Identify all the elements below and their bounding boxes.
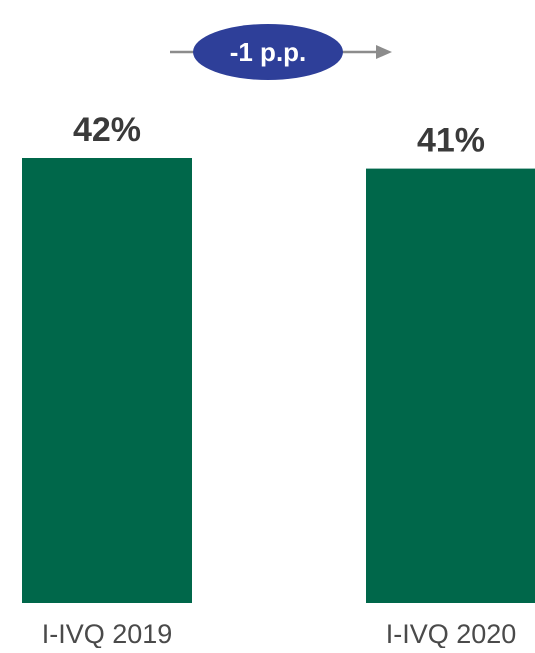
- x-tick-label: I-IVQ 2019: [42, 619, 173, 648]
- change-indicator: -1 p.p.: [170, 24, 392, 80]
- change-badge: [193, 24, 343, 80]
- bar-1: [22, 158, 192, 603]
- bars-layer: [22, 158, 535, 603]
- arrow-right-icon: [376, 45, 392, 59]
- bar-value-label: 41%: [417, 122, 485, 160]
- change-badge-label: -1 p.p.: [230, 37, 307, 67]
- x-tick-label: I-IVQ 2020: [386, 619, 517, 648]
- bar-value-label: 42%: [73, 111, 141, 149]
- labels-layer: 42% I-IVQ 2019 41% I-IVQ 2020: [42, 111, 517, 649]
- bar-2: [366, 168, 535, 603]
